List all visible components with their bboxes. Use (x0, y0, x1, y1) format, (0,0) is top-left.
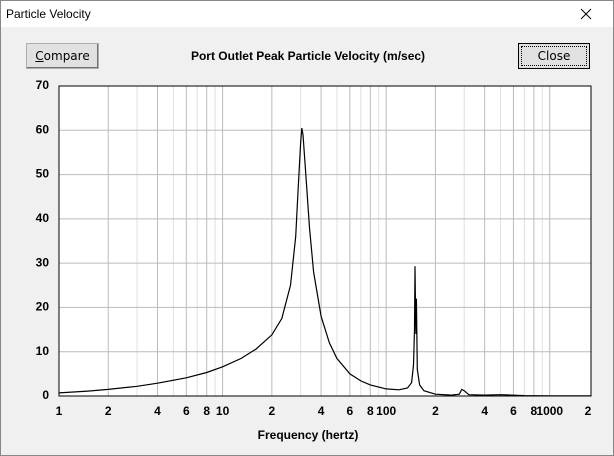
x-tick-label: 8 (531, 404, 538, 418)
x-tick-label: 2 (585, 404, 592, 418)
close-button[interactable]: Close (518, 43, 590, 69)
x-tick-label: 2 (105, 404, 112, 418)
x-tick-label: 6 (510, 404, 517, 418)
x-tick-label: 4 (481, 404, 488, 418)
x-tick-label: 8 (367, 404, 374, 418)
y-tick-label: 30 (36, 255, 50, 269)
y-tick-label: 70 (36, 78, 50, 92)
x-tick-label: 100 (376, 404, 396, 418)
y-tick-label: 0 (42, 388, 49, 402)
x-axis-label: Frequency (hertz) (258, 428, 359, 442)
close-icon[interactable] (1, 1, 613, 27)
chart-title: Port Outlet Peak Particle Velocity (m/se… (191, 49, 425, 63)
x-tick-label: 8 (203, 404, 210, 418)
x-tick-label: 2 (268, 404, 275, 418)
x-tick-label: 2 (432, 404, 439, 418)
x-tick-label: 6 (183, 404, 190, 418)
y-tick-label: 10 (36, 344, 50, 358)
x-tick-label: 10 (216, 404, 230, 418)
x-tick-label: 1000 (536, 404, 563, 418)
x-tick-label: 4 (318, 404, 325, 418)
y-tick-label: 20 (36, 300, 50, 314)
x-tick-label: 1 (56, 404, 63, 418)
y-tick-label: 50 (36, 167, 50, 181)
y-tick-label: 40 (36, 211, 50, 225)
compare-button[interactable]: Compare (26, 43, 99, 69)
x-tick-label: 6 (347, 404, 354, 418)
plot-area (58, 85, 592, 397)
window-title: Particle Velocity (6, 7, 91, 21)
plot-frame (58, 85, 592, 397)
title-bar: Particle Velocity (1, 1, 613, 27)
data-line (58, 127, 592, 397)
y-tick-label: 60 (36, 122, 50, 136)
x-tick-label: 4 (154, 404, 161, 418)
